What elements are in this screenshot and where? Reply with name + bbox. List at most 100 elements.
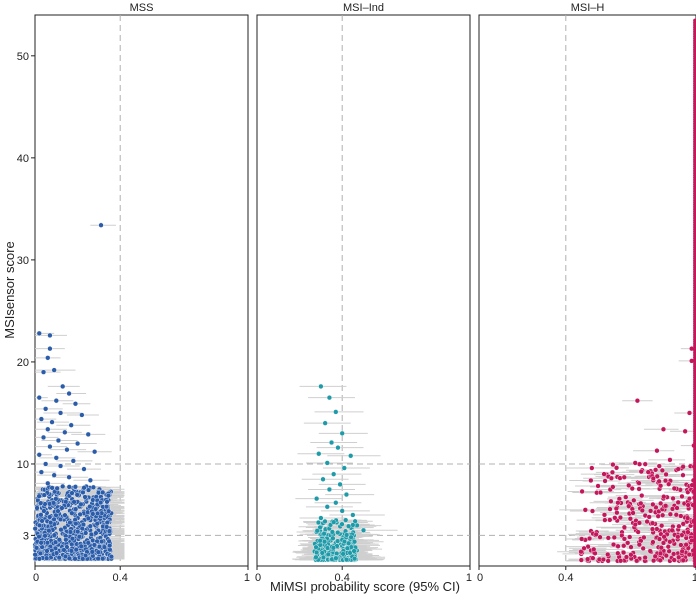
- data-point: [104, 499, 110, 505]
- data-point: [675, 466, 681, 472]
- data-point: [78, 501, 84, 507]
- data-point: [36, 522, 43, 528]
- data-point: [72, 401, 79, 407]
- data-point: [671, 557, 677, 563]
- data-point: [313, 554, 319, 560]
- data-point: [45, 355, 51, 361]
- data-point: [675, 499, 681, 505]
- panel-frame: [478, 14, 696, 567]
- data-point: [96, 544, 102, 550]
- data-point: [344, 545, 350, 551]
- data-point: [657, 557, 663, 563]
- data-point: [38, 540, 44, 546]
- data-point: [41, 508, 47, 514]
- data-point: [95, 555, 101, 562]
- data-point: [615, 543, 621, 549]
- data-point: [339, 521, 345, 527]
- data-point: [47, 514, 53, 520]
- data-point: [655, 513, 661, 519]
- data-point: [615, 550, 621, 556]
- data-point: [650, 475, 656, 482]
- data-point: [663, 503, 669, 509]
- data-point: [33, 545, 40, 551]
- data-point: [674, 505, 680, 511]
- data-point: [53, 550, 60, 556]
- data-point: [95, 549, 101, 555]
- data-point: [649, 520, 656, 526]
- data-point: [651, 558, 657, 564]
- data-point: [656, 463, 662, 469]
- data-point: [341, 465, 347, 471]
- panels-layer: MSS 0 0.4 1 MSI–Ind 0 0.4 1 MSI–H 0 0.4 1: [32, 2, 696, 584]
- data-point: [321, 531, 327, 537]
- data-point: [665, 544, 671, 550]
- data-point: [634, 398, 641, 404]
- data-point: [317, 538, 323, 544]
- data-point: [667, 457, 673, 463]
- data-point: [85, 540, 91, 546]
- data-point: [589, 508, 596, 514]
- data-point: [610, 541, 617, 548]
- data-point: [607, 517, 613, 523]
- data-point: [333, 409, 339, 415]
- data-point: [324, 504, 330, 510]
- data-point: [329, 529, 335, 535]
- data-point: [663, 471, 669, 478]
- data-point: [319, 550, 325, 556]
- data-point: [93, 530, 99, 536]
- axes-layer: 3 10 20 30 40 50: [17, 51, 35, 542]
- data-point: [81, 485, 87, 491]
- data-point: [44, 540, 51, 546]
- data-point: [100, 489, 106, 496]
- data-point: [632, 521, 638, 528]
- data-point: [314, 549, 320, 556]
- x-tick-label: 0.4: [335, 572, 350, 584]
- data-point: [661, 534, 667, 540]
- data-point: [44, 555, 50, 561]
- y-axis-title: MSIsensor score: [2, 241, 17, 339]
- data-point: [642, 461, 648, 467]
- data-point: [62, 429, 68, 435]
- data-point: [70, 458, 76, 464]
- data-point: [90, 537, 96, 544]
- data-point: [77, 511, 83, 518]
- data-point: [613, 465, 620, 471]
- data-point: [636, 486, 642, 492]
- data-point: [631, 497, 637, 503]
- data-point: [589, 465, 595, 471]
- data-point: [346, 540, 352, 546]
- data-point: [328, 439, 335, 446]
- data-point: [645, 469, 651, 475]
- data-point: [680, 557, 686, 563]
- data-point: [680, 464, 686, 470]
- data-point: [685, 515, 691, 521]
- data-point: [343, 557, 350, 563]
- data-point: [693, 18, 696, 23]
- data-point: [36, 395, 42, 401]
- data-point: [58, 527, 64, 533]
- x-tick-label: 0: [255, 572, 261, 584]
- data-point: [608, 475, 614, 481]
- data-point: [608, 498, 614, 504]
- data-point: [38, 469, 44, 475]
- data-point: [330, 535, 336, 541]
- data-point: [330, 545, 337, 551]
- points: [32, 222, 115, 562]
- x-tick-label: 0: [33, 572, 39, 584]
- data-point: [605, 551, 611, 558]
- data-point: [642, 554, 648, 561]
- data-point: [686, 551, 692, 558]
- data-point: [51, 532, 57, 538]
- data-point: [345, 523, 352, 529]
- data-point: [69, 536, 76, 542]
- data-point: [89, 549, 95, 555]
- data-point: [66, 474, 72, 480]
- data-point: [326, 395, 333, 401]
- data-point: [654, 448, 660, 454]
- data-point: [324, 545, 331, 551]
- data-point: [108, 554, 115, 560]
- data-point: [660, 540, 667, 546]
- x-tick-label: 0: [477, 572, 483, 584]
- x-tick-label: 0.4: [113, 572, 128, 584]
